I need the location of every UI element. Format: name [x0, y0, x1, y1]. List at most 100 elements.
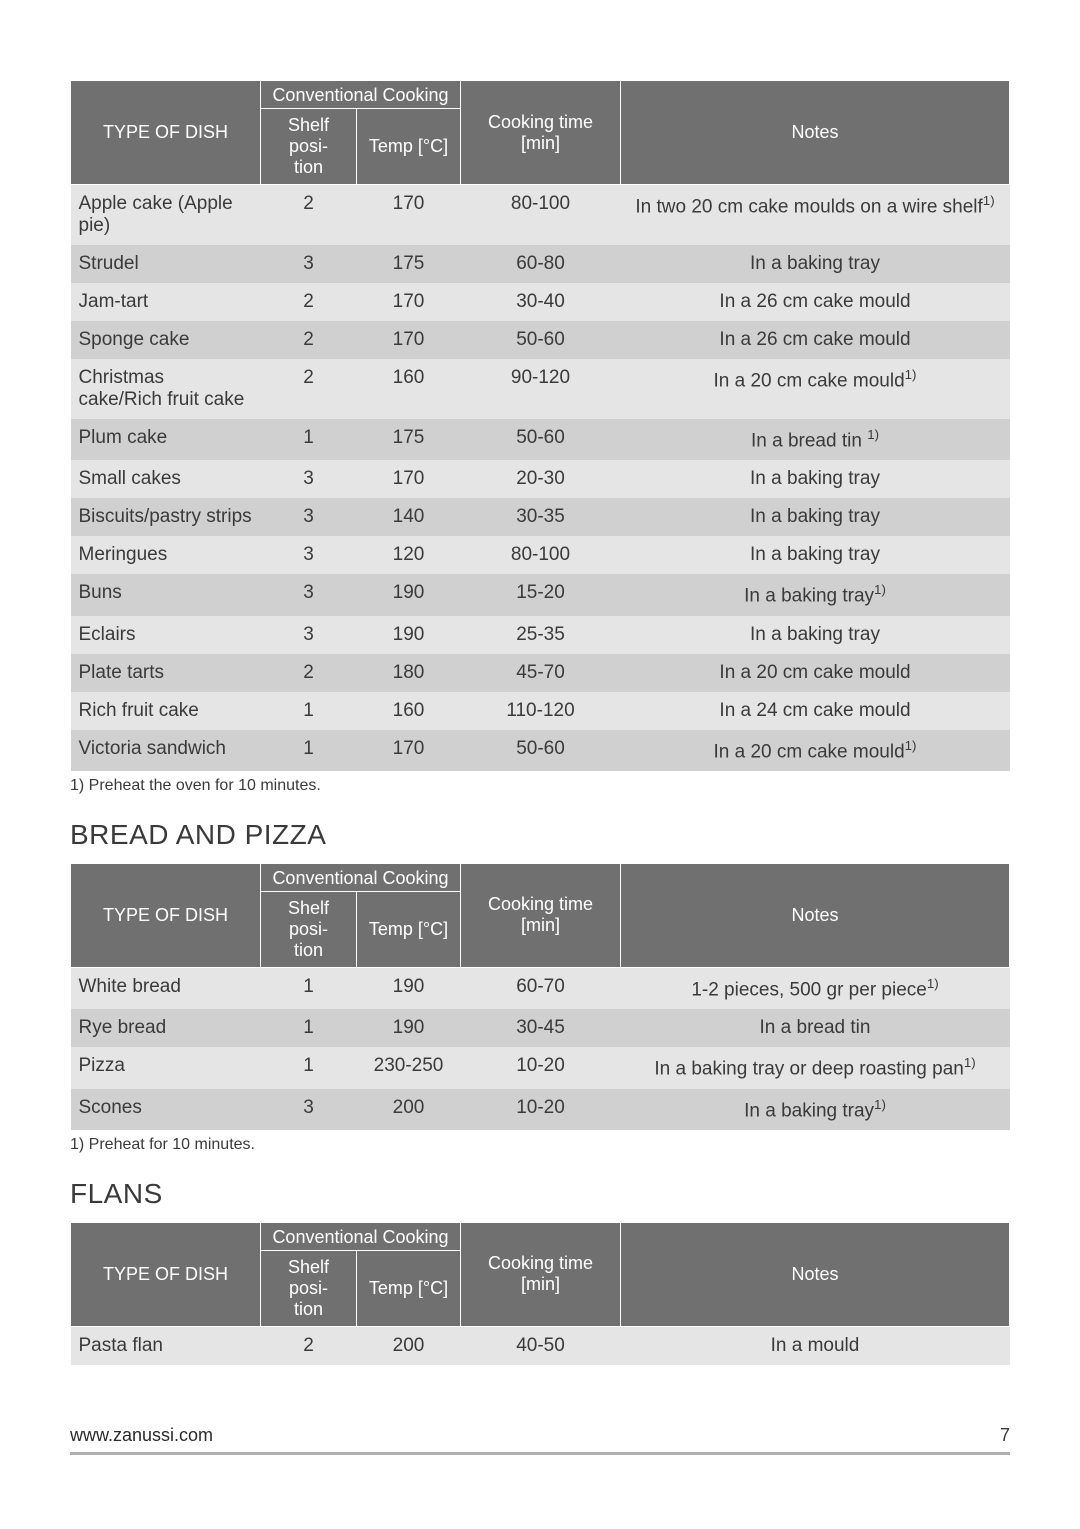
cell-notes: In a 20 cm cake mould1)	[621, 730, 1010, 771]
cell-notes: In a baking tray or deep roasting pan1)	[621, 1047, 1010, 1088]
cell-shelf: 1	[261, 419, 357, 460]
cell-dish: Plate tarts	[71, 654, 261, 692]
cell-shelf: 1	[261, 730, 357, 771]
cell-dish: Meringues	[71, 536, 261, 574]
cell-shelf: 2	[261, 1326, 357, 1365]
cell-temp: 170	[357, 460, 461, 498]
cell-notes: In a baking tray	[621, 616, 1010, 654]
bread-section-title: BREAD AND PIZZA	[70, 819, 1010, 851]
table-row: Strudel317560-80In a baking tray	[71, 245, 1010, 283]
cell-shelf: 3	[261, 498, 357, 536]
cell-time: 10-20	[461, 1089, 621, 1130]
table-header: TYPE OF DISH Conventional Cooking Cookin…	[71, 1222, 1010, 1326]
col-conventional-cooking: Conventional Cooking	[261, 81, 461, 109]
cell-dish: Jam-tart	[71, 283, 261, 321]
cell-dish: Rich fruit cake	[71, 692, 261, 730]
cell-time: 90-120	[461, 359, 621, 419]
table-row: Biscuits/pastry strips314030-35In a baki…	[71, 498, 1010, 536]
cell-dish: Biscuits/pastry strips	[71, 498, 261, 536]
cell-notes: In a baking tray1)	[621, 574, 1010, 615]
cell-time: 110-120	[461, 692, 621, 730]
cell-time: 30-40	[461, 283, 621, 321]
cell-notes: In a 26 cm cake mould	[621, 321, 1010, 359]
cell-shelf: 2	[261, 283, 357, 321]
col-temp: Temp [°C]	[357, 1250, 461, 1326]
cell-time: 30-45	[461, 1009, 621, 1047]
cell-time: 25-35	[461, 616, 621, 654]
cell-temp: 120	[357, 536, 461, 574]
table-header: TYPE OF DISH Conventional Cooking Cookin…	[71, 81, 1010, 185]
cell-dish: Victoria sandwich	[71, 730, 261, 771]
cell-temp: 170	[357, 730, 461, 771]
cell-temp: 230-250	[357, 1047, 461, 1088]
table-row: Pizza1230-25010-20In a baking tray or de…	[71, 1047, 1010, 1088]
cell-dish: Pizza	[71, 1047, 261, 1088]
cell-temp: 140	[357, 498, 461, 536]
col-cooking-time: Cooking time[min]	[461, 863, 621, 967]
cell-time: 45-70	[461, 654, 621, 692]
cell-notes: In a 20 cm cake mould	[621, 654, 1010, 692]
cell-time: 50-60	[461, 730, 621, 771]
cell-temp: 175	[357, 245, 461, 283]
table-row: Eclairs319025-35In a baking tray	[71, 616, 1010, 654]
col-conventional-cooking: Conventional Cooking	[261, 1222, 461, 1250]
col-type-of-dish: TYPE OF DISH	[71, 863, 261, 967]
cell-notes: In a baking tray	[621, 460, 1010, 498]
cell-time: 10-20	[461, 1047, 621, 1088]
cell-notes: In a bread tin 1)	[621, 419, 1010, 460]
cell-shelf: 3	[261, 536, 357, 574]
table-row: White bread119060-701-2 pieces, 500 gr p…	[71, 967, 1010, 1009]
cell-dish: Strudel	[71, 245, 261, 283]
cell-time: 80-100	[461, 185, 621, 246]
table-row: Rich fruit cake1160110-120In a 24 cm cak…	[71, 692, 1010, 730]
table-row: Christmas cake/Rich fruit cake216090-120…	[71, 359, 1010, 419]
page-footer: www.zanussi.com 7	[70, 1425, 1010, 1455]
cell-dish: Plum cake	[71, 419, 261, 460]
table-row: Meringues312080-100In a baking tray	[71, 536, 1010, 574]
table-row: Victoria sandwich117050-60In a 20 cm cak…	[71, 730, 1010, 771]
table-row: Plum cake117550-60In a bread tin 1)	[71, 419, 1010, 460]
cell-temp: 190	[357, 574, 461, 615]
col-notes: Notes	[621, 863, 1010, 967]
cell-shelf: 1	[261, 692, 357, 730]
cell-shelf: 3	[261, 616, 357, 654]
cell-time: 30-35	[461, 498, 621, 536]
bread-tbody: White bread119060-701-2 pieces, 500 gr p…	[71, 967, 1010, 1129]
cell-notes: In a 20 cm cake mould1)	[621, 359, 1010, 419]
cell-temp: 200	[357, 1326, 461, 1365]
bread-footnote: 1) Preheat for 10 minutes.	[70, 1136, 1010, 1154]
flans-tbody: Pasta flan220040-50In a mould	[71, 1326, 1010, 1365]
cakes-footnote: 1) Preheat the oven for 10 minutes.	[70, 777, 1010, 795]
cell-notes: In a baking tray1)	[621, 1089, 1010, 1130]
col-shelf-position: Shelf posi-tion	[261, 1250, 357, 1326]
col-notes: Notes	[621, 81, 1010, 185]
table-header: TYPE OF DISH Conventional Cooking Cookin…	[71, 863, 1010, 967]
table-row: Sponge cake217050-60In a 26 cm cake moul…	[71, 321, 1010, 359]
cell-shelf: 3	[261, 1089, 357, 1130]
cell-notes: In a 24 cm cake mould	[621, 692, 1010, 730]
table-row: Pasta flan220040-50In a mould	[71, 1326, 1010, 1365]
cakes-table: TYPE OF DISH Conventional Cooking Cookin…	[70, 80, 1010, 771]
col-shelf-position: Shelf posi-tion	[261, 109, 357, 185]
cell-notes: In a bread tin	[621, 1009, 1010, 1047]
cell-temp: 170	[357, 283, 461, 321]
flans-section-title: FLANS	[70, 1178, 1010, 1210]
cell-temp: 180	[357, 654, 461, 692]
col-type-of-dish: TYPE OF DISH	[71, 81, 261, 185]
table-row: Small cakes317020-30In a baking tray	[71, 460, 1010, 498]
col-conventional-cooking: Conventional Cooking	[261, 863, 461, 891]
cell-notes: 1-2 pieces, 500 gr per piece1)	[621, 967, 1010, 1009]
cell-shelf: 1	[261, 1009, 357, 1047]
cakes-tbody: Apple cake (Apple pie)217080-100In two 2…	[71, 185, 1010, 771]
col-cooking-time: Cooking time[min]	[461, 81, 621, 185]
cell-dish: Scones	[71, 1089, 261, 1130]
table-row: Rye bread119030-45In a bread tin	[71, 1009, 1010, 1047]
col-type-of-dish: TYPE OF DISH	[71, 1222, 261, 1326]
footer-url: www.zanussi.com	[70, 1425, 213, 1446]
cell-shelf: 2	[261, 185, 357, 246]
cell-dish: Christmas cake/Rich fruit cake	[71, 359, 261, 419]
cell-dish: Apple cake (Apple pie)	[71, 185, 261, 246]
cell-time: 50-60	[461, 419, 621, 460]
cell-shelf: 2	[261, 359, 357, 419]
cell-notes: In a baking tray	[621, 536, 1010, 574]
